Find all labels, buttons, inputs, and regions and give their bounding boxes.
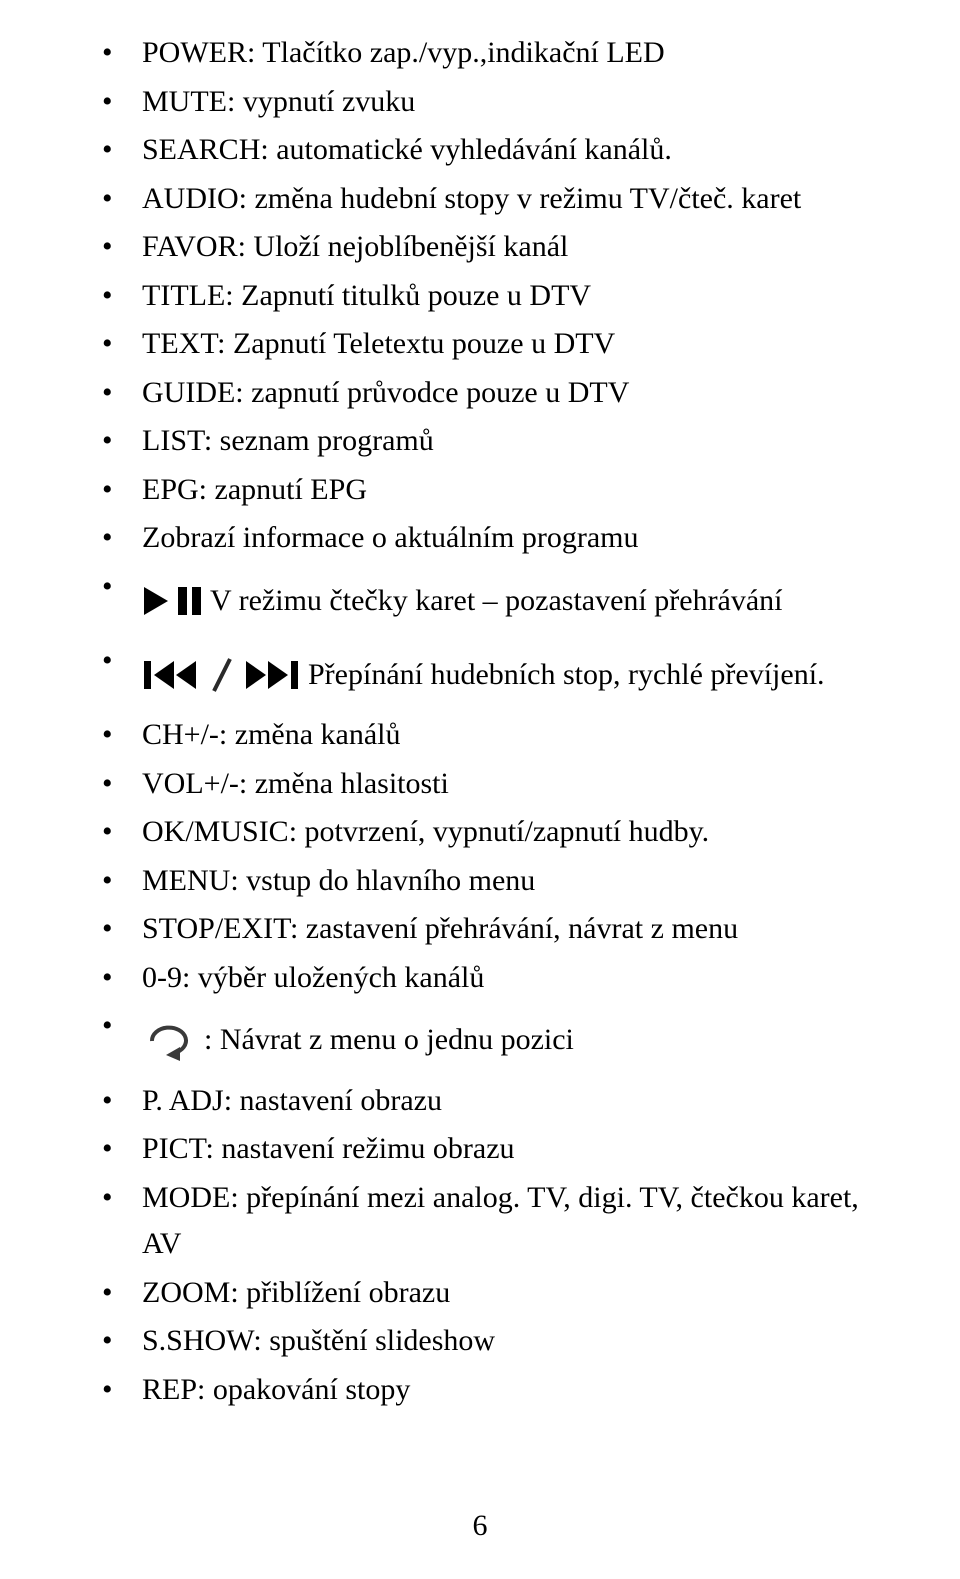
list-item-text: CH+/-: změna kanálů <box>142 718 401 751</box>
list-item-text: V režimu čtečky karet – pozastavení přeh… <box>210 583 783 616</box>
list-item-text: 0-9: výběr uložených kanálů <box>142 961 484 994</box>
list-item: MENU: vstup do hlavního menu <box>70 858 890 905</box>
list-item: Přepínání hudebních stop, rychlé převíje… <box>70 638 890 710</box>
play-pause-icon <box>142 583 204 619</box>
list-item: OK/MUSIC: potvrzení, vypnutí/zapnutí hud… <box>70 809 890 856</box>
list-item: STOP/EXIT: zastavení přehrávání, návrat … <box>70 906 890 953</box>
list-item: ZOOM: přiblížení obrazu <box>70 1270 890 1317</box>
list-item: EPG: zapnutí EPG <box>70 467 890 514</box>
list-item-text: P. ADJ: nastavení obrazu <box>142 1084 442 1117</box>
list-item: S.SHOW: spuštění slideshow <box>70 1318 890 1365</box>
list-item: TITLE: Zapnutí titulků pouze u DTV <box>70 273 890 320</box>
list-item-text: LIST: seznam programů <box>142 424 434 457</box>
list-item-text: TITLE: Zapnutí titulků pouze u DTV <box>142 279 591 312</box>
list-item-text: SEARCH: automatické vyhledávání kanálů. <box>142 133 672 166</box>
list-item: GUIDE: zapnutí průvodce pouze u DTV <box>70 370 890 417</box>
list-item-text: Zobrazí informace o aktuálním programu <box>142 521 638 554</box>
list-item: MUTE: vypnutí zvuku <box>70 79 890 126</box>
list-item: 0-9: výběr uložených kanálů <box>70 955 890 1002</box>
list-item: VOL+/-: změna hlasitosti <box>70 761 890 808</box>
list-item: Zobrazí informace o aktuálním programu <box>70 515 890 562</box>
list-item: REP: opakování stopy <box>70 1367 890 1414</box>
page-number: 6 <box>0 1503 960 1550</box>
list-item: FAVOR: Uloží nejoblíbenější kanál <box>70 224 890 271</box>
list-item: : Návrat z menu o jednu pozici <box>70 1003 890 1075</box>
list-item: CH+/-: změna kanálů <box>70 712 890 759</box>
list-item: V režimu čtečky karet – pozastavení přeh… <box>70 564 890 636</box>
list-item-text: OK/MUSIC: potvrzení, vypnutí/zapnutí hud… <box>142 815 709 848</box>
list-item: AUDIO: změna hudební stopy v režimu TV/č… <box>70 176 890 223</box>
document-page: POWER: Tlačítko zap./vyp.,indikační LED M… <box>0 0 960 1579</box>
list-item-text: EPG: zapnutí EPG <box>142 473 367 506</box>
list-item-text: MENU: vstup do hlavního menu <box>142 864 535 897</box>
list-item-text: : Návrat z menu o jednu pozici <box>204 1023 574 1056</box>
return-icon <box>142 1019 198 1061</box>
list-item-text: ZOOM: přiblížení obrazu <box>142 1276 450 1309</box>
bullet-list: POWER: Tlačítko zap./vyp.,indikační LED M… <box>70 30 890 1413</box>
list-item-text: GUIDE: zapnutí průvodce pouze u DTV <box>142 376 629 409</box>
list-item: LIST: seznam programů <box>70 418 890 465</box>
list-item: MODE: přepínání mezi analog. TV, digi. T… <box>70 1175 890 1268</box>
list-item-text: POWER: Tlačítko zap./vyp.,indikační LED <box>142 36 665 69</box>
list-item: SEARCH: automatické vyhledávání kanálů. <box>70 127 890 174</box>
list-item-text: STOP/EXIT: zastavení přehrávání, návrat … <box>142 912 738 945</box>
list-item-text: AUDIO: změna hudební stopy v režimu TV/č… <box>142 182 801 215</box>
list-item-text: PICT: nastavení režimu obrazu <box>142 1132 515 1165</box>
list-item-text: VOL+/-: změna hlasitosti <box>142 767 449 800</box>
list-item: TEXT: Zapnutí Teletextu pouze u DTV <box>70 321 890 368</box>
list-item: PICT: nastavení režimu obrazu <box>70 1126 890 1173</box>
list-item: POWER: Tlačítko zap./vyp.,indikační LED <box>70 30 890 77</box>
list-item-text: MODE: přepínání mezi analog. TV, digi. T… <box>142 1181 859 1261</box>
list-item-text: S.SHOW: spuštění slideshow <box>142 1324 495 1357</box>
list-item-text: Přepínání hudebních stop, rychlé převíje… <box>308 658 825 691</box>
prev-next-icon <box>142 657 302 693</box>
list-item-text: TEXT: Zapnutí Teletextu pouze u DTV <box>142 327 615 360</box>
list-item-text: MUTE: vypnutí zvuku <box>142 85 415 118</box>
list-item-text: FAVOR: Uloží nejoblíbenější kanál <box>142 230 568 263</box>
list-item: P. ADJ: nastavení obrazu <box>70 1078 890 1125</box>
list-item-text: REP: opakování stopy <box>142 1373 410 1406</box>
